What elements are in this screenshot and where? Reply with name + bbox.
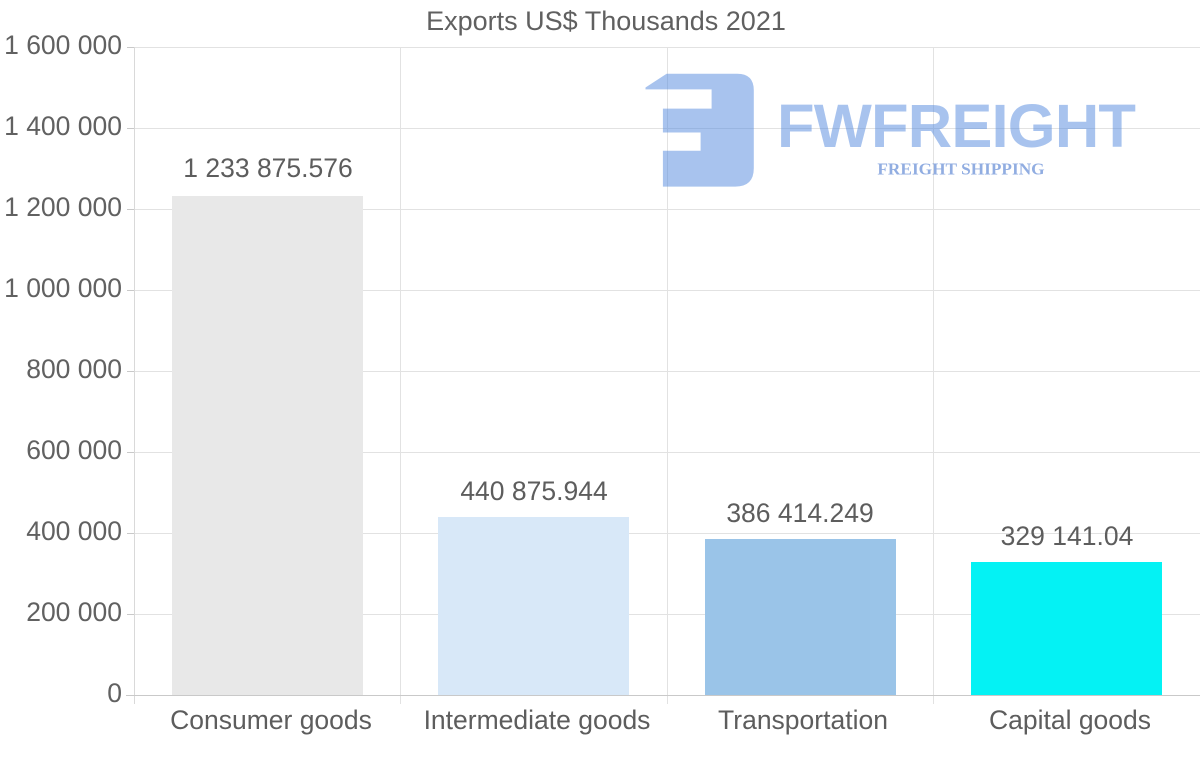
svg-text:FREIGHT SHIPPING: FREIGHT SHIPPING bbox=[877, 160, 1044, 179]
svg-text:FWFREIGHT: FWFREIGHT bbox=[777, 92, 1136, 161]
